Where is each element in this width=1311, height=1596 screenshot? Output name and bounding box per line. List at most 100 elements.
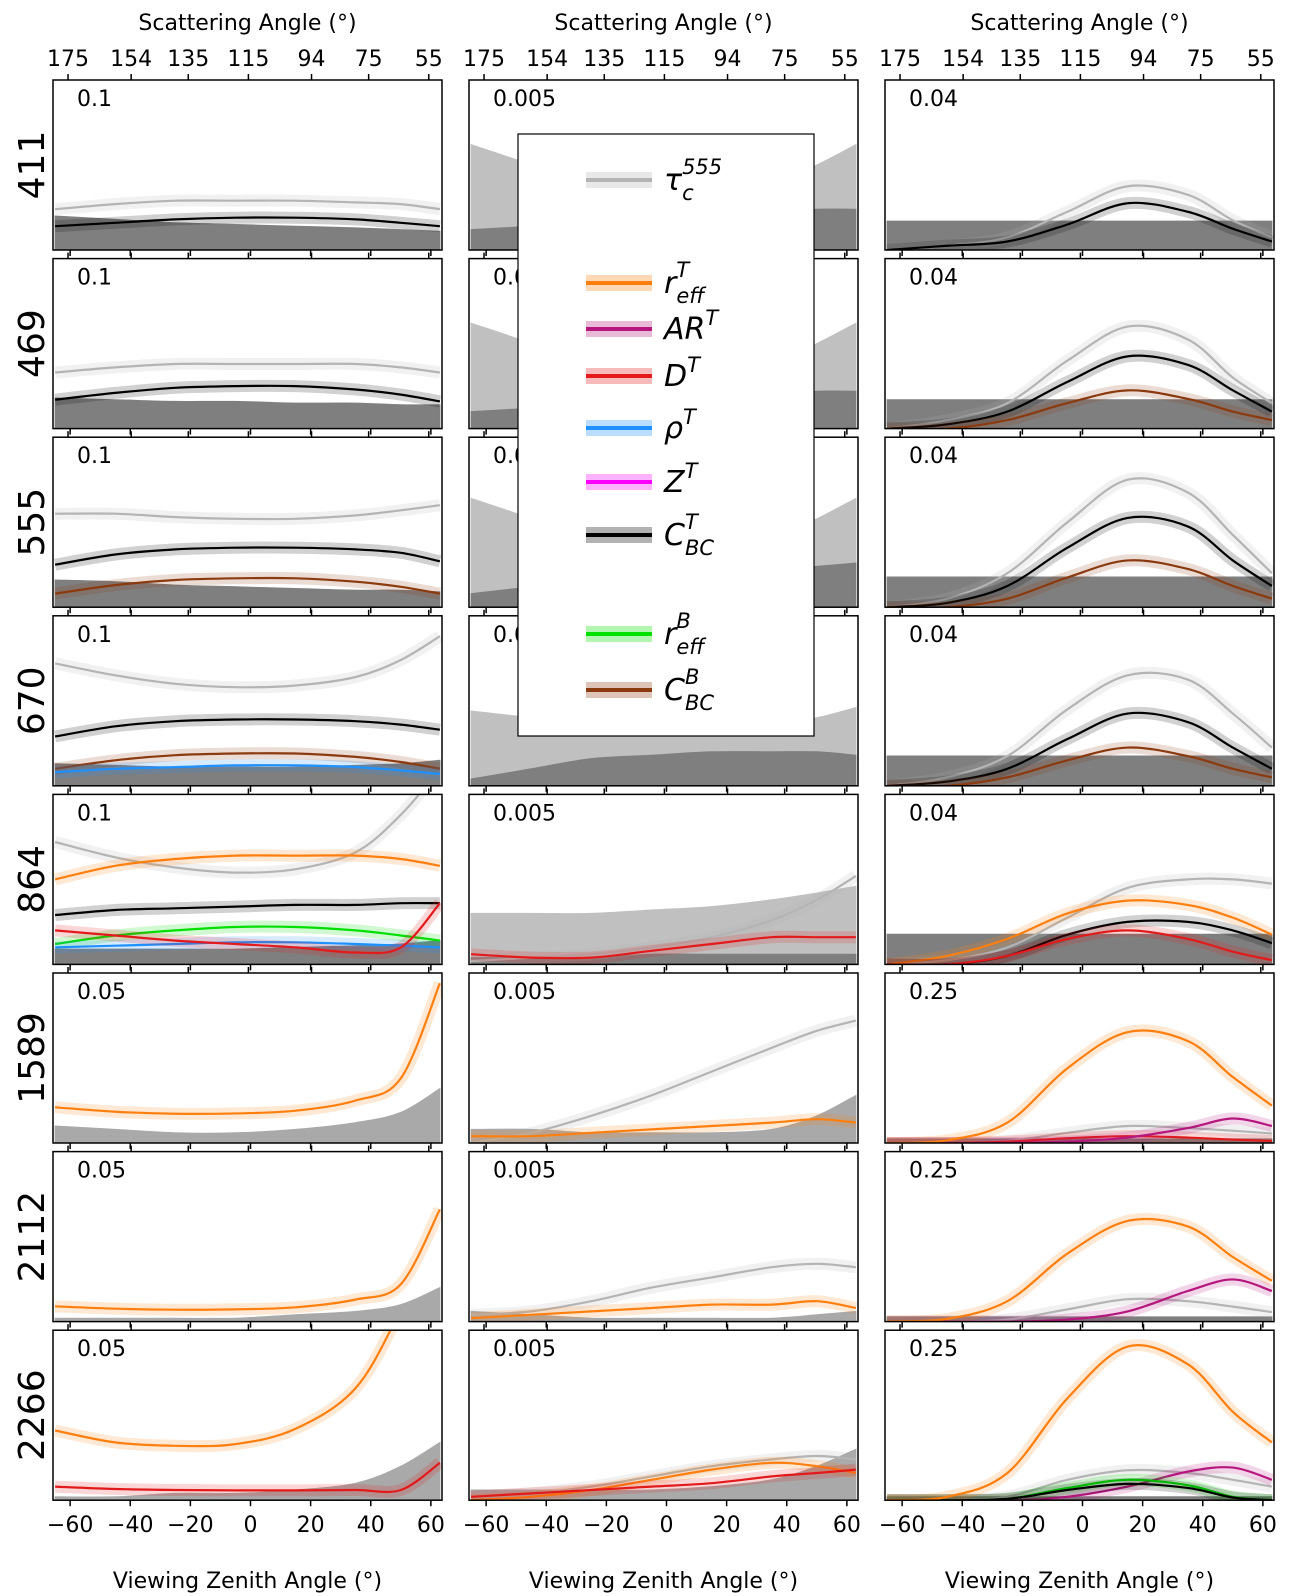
row-label: 1589 bbox=[12, 1012, 53, 1104]
series-line bbox=[55, 940, 440, 949]
series-line bbox=[471, 935, 856, 960]
row-label: 469 bbox=[12, 309, 53, 378]
series-line bbox=[55, 901, 440, 917]
legend-label: ZT bbox=[663, 459, 700, 500]
series-line bbox=[471, 1461, 857, 1501]
x2-tick-label: 75 bbox=[1187, 47, 1215, 72]
series-line bbox=[54, 384, 441, 403]
legend-sup: T bbox=[687, 353, 702, 377]
series-line bbox=[55, 216, 440, 228]
panel bbox=[886, 472, 1274, 608]
legend-sup: T bbox=[676, 258, 691, 282]
legend-base: C bbox=[664, 673, 685, 708]
x-tick-label: −20 bbox=[167, 1513, 213, 1538]
series-line bbox=[886, 477, 1273, 608]
x2-tick-label: 135 bbox=[583, 47, 625, 72]
legend-label: τc555 bbox=[664, 155, 722, 205]
ylim-annotation: 0.1 bbox=[77, 623, 112, 648]
legend-label: reffB bbox=[664, 609, 707, 659]
panel-frame bbox=[884, 79, 1275, 251]
ylim-annotation: 0.005 bbox=[493, 87, 556, 112]
series-line bbox=[887, 515, 1273, 608]
panel bbox=[54, 980, 442, 1143]
panel-frame bbox=[52, 793, 443, 966]
x2-axis-label: Scattering Angle (°) bbox=[970, 11, 1188, 36]
series-line bbox=[887, 1029, 1273, 1143]
panel bbox=[470, 1448, 857, 1501]
panel bbox=[54, 194, 441, 250]
noise-area bbox=[470, 751, 857, 786]
noise-area bbox=[886, 576, 1273, 608]
series-line bbox=[54, 546, 441, 566]
ylim-annotation: 0.04 bbox=[909, 87, 958, 112]
x2-tick-label: 94 bbox=[1130, 47, 1158, 72]
series-line bbox=[886, 899, 1273, 965]
legend-sub: eff bbox=[676, 635, 707, 659]
x-tick-label: 60 bbox=[1249, 1513, 1277, 1538]
x2-tick-label: 55 bbox=[831, 47, 859, 72]
panel bbox=[470, 1257, 858, 1322]
series-line bbox=[887, 354, 1273, 429]
panel bbox=[470, 1014, 858, 1143]
series-line bbox=[887, 1278, 1273, 1322]
series-line bbox=[54, 854, 441, 881]
noise-area bbox=[886, 933, 1273, 965]
series-line bbox=[887, 201, 1273, 250]
series-line bbox=[55, 1461, 441, 1494]
x2-tick-label: 115 bbox=[1059, 47, 1101, 72]
legend-base: Z bbox=[663, 465, 686, 500]
series-line bbox=[55, 504, 441, 521]
ylim-annotation: 0.25 bbox=[909, 980, 958, 1005]
series-line bbox=[55, 199, 441, 211]
series-line bbox=[887, 1217, 1273, 1322]
legend-base: C bbox=[664, 518, 685, 553]
legend-base: AR bbox=[662, 312, 705, 347]
legend-label: CBCT bbox=[664, 510, 714, 560]
x-axis-label: Viewing Zenith Angle (°) bbox=[113, 1569, 382, 1594]
panel-frame bbox=[468, 793, 859, 966]
x-tick-label: 0 bbox=[244, 1513, 258, 1538]
row-label: 411 bbox=[12, 131, 53, 200]
panel bbox=[53, 1330, 442, 1501]
legend-sup: B bbox=[685, 665, 699, 689]
noise-area bbox=[886, 399, 1273, 429]
series-line bbox=[54, 752, 441, 770]
legend-base: r bbox=[664, 266, 678, 301]
panel bbox=[886, 179, 1274, 250]
x2-tick-label: 154 bbox=[526, 47, 568, 72]
x2-tick-label: 175 bbox=[879, 47, 921, 72]
series-line bbox=[887, 1117, 1273, 1143]
x-tick-label: 20 bbox=[1129, 1513, 1157, 1538]
panel-frame bbox=[468, 972, 859, 1144]
panel-frame bbox=[52, 972, 443, 1144]
ylim-annotation: 0.04 bbox=[909, 266, 958, 291]
legend-base: r bbox=[664, 617, 678, 652]
series-line bbox=[55, 1208, 441, 1311]
panel-frame bbox=[884, 972, 1275, 1144]
series-line bbox=[887, 1466, 1273, 1501]
series-line bbox=[470, 1019, 857, 1143]
x2-tick-label: 175 bbox=[463, 47, 505, 72]
legend-sub: eff bbox=[676, 284, 707, 308]
panel bbox=[54, 357, 441, 429]
series-line bbox=[54, 718, 441, 738]
panel bbox=[886, 1213, 1274, 1322]
series-line bbox=[471, 1262, 856, 1316]
legend-base: D bbox=[664, 359, 687, 394]
row-label: 670 bbox=[12, 666, 53, 735]
x-axis-label: Viewing Zenith Angle (°) bbox=[529, 1569, 798, 1594]
x2-tick-label: 135 bbox=[167, 47, 209, 72]
x2-tick-label: 135 bbox=[999, 47, 1041, 72]
noise-area bbox=[54, 397, 441, 429]
x2-tick-label: 55 bbox=[415, 47, 443, 72]
row-label: 2266 bbox=[12, 1369, 53, 1461]
x-tick-label: −40 bbox=[523, 1513, 569, 1538]
ylim-annotation: 0.1 bbox=[77, 444, 112, 469]
panel-frame bbox=[52, 1329, 443, 1501]
x-tick-label: 0 bbox=[1076, 1513, 1090, 1538]
noise-area bbox=[54, 1286, 441, 1322]
x2-tick-label: 75 bbox=[771, 47, 799, 72]
series-line bbox=[886, 324, 1273, 429]
